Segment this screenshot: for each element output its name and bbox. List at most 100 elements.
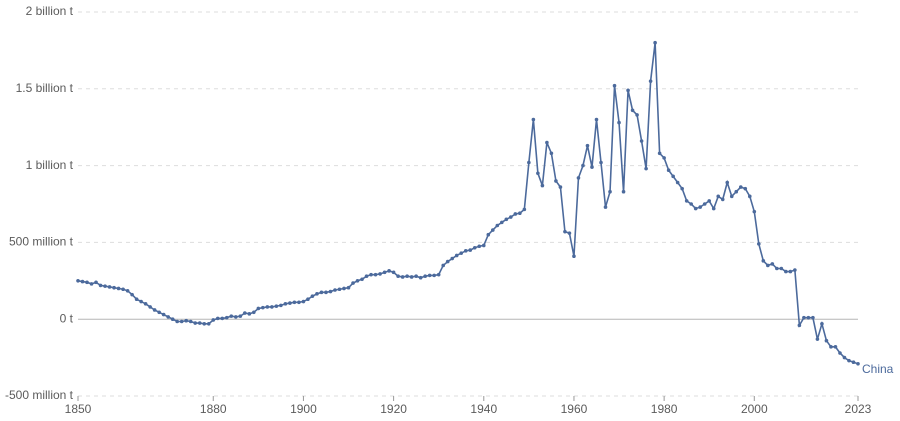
point	[540, 183, 545, 188]
point	[662, 156, 666, 160]
x-tick-label: 1920	[380, 402, 407, 416]
point	[626, 88, 630, 93]
point	[617, 120, 621, 125]
point	[139, 299, 143, 304]
point	[558, 185, 563, 189]
point	[856, 361, 860, 366]
point	[590, 165, 594, 169]
point	[729, 194, 734, 199]
point	[193, 321, 198, 325]
point	[238, 314, 243, 318]
point	[513, 212, 518, 216]
point	[328, 289, 333, 294]
point	[720, 197, 725, 202]
x-tick-label: 1850	[65, 402, 92, 416]
point	[599, 160, 603, 165]
point	[657, 151, 662, 156]
point	[847, 358, 851, 363]
point	[545, 140, 549, 145]
point	[414, 274, 418, 278]
point	[693, 206, 698, 211]
point	[684, 199, 689, 203]
point	[369, 272, 373, 277]
point	[702, 202, 707, 206]
point	[635, 113, 639, 117]
point	[283, 302, 288, 306]
point	[549, 151, 554, 156]
point	[98, 283, 103, 288]
point	[806, 315, 811, 320]
point	[563, 229, 567, 234]
point	[143, 302, 148, 306]
x-tick-label: 1900	[290, 402, 317, 416]
point	[788, 269, 793, 274]
point	[680, 186, 684, 191]
point	[319, 290, 324, 295]
x-tick-label: 2023	[845, 402, 872, 416]
x-tick-label: 1980	[651, 402, 678, 416]
y-tick-label: 2 billion t	[26, 4, 74, 18]
point	[554, 179, 558, 183]
point	[76, 279, 80, 283]
point	[459, 251, 464, 255]
point	[360, 277, 364, 282]
point	[247, 312, 252, 316]
point	[585, 143, 590, 148]
point	[297, 300, 301, 305]
point	[116, 286, 121, 291]
point	[527, 160, 531, 165]
point	[829, 345, 833, 349]
point	[648, 79, 653, 83]
point	[472, 245, 477, 250]
point	[486, 232, 491, 237]
point	[396, 274, 400, 278]
point	[202, 322, 207, 326]
x-tick-label: 1880	[200, 402, 227, 416]
point	[161, 312, 166, 317]
point	[689, 202, 693, 206]
point	[197, 321, 202, 325]
point	[495, 223, 500, 228]
point	[761, 259, 766, 263]
x-tick-label: 1940	[470, 402, 497, 416]
point	[270, 305, 274, 309]
point	[445, 259, 450, 264]
point	[261, 305, 265, 310]
point	[698, 205, 702, 209]
point	[815, 337, 820, 341]
point	[324, 290, 328, 295]
point	[409, 275, 414, 279]
point	[265, 305, 270, 309]
point	[838, 351, 842, 355]
point	[612, 83, 617, 88]
point	[743, 186, 748, 191]
point	[351, 281, 355, 285]
point	[766, 263, 770, 268]
point	[234, 315, 238, 319]
point	[824, 338, 829, 343]
point	[851, 360, 856, 365]
point	[536, 171, 540, 176]
point	[608, 189, 612, 194]
point	[436, 272, 441, 277]
point	[734, 189, 739, 194]
point	[463, 249, 468, 253]
point	[229, 314, 234, 318]
point	[121, 287, 125, 292]
point	[500, 220, 504, 225]
point	[630, 108, 635, 113]
y-tick-label: 1 billion t	[26, 158, 74, 172]
point	[432, 273, 436, 278]
point	[775, 266, 779, 271]
point	[382, 270, 387, 275]
y-tick-label: 0 t	[60, 311, 74, 325]
point	[509, 215, 513, 219]
point	[148, 305, 152, 309]
point	[166, 315, 170, 319]
point	[355, 279, 360, 283]
point	[707, 199, 712, 203]
point	[125, 288, 130, 293]
point	[752, 209, 757, 214]
point	[107, 285, 112, 289]
point	[215, 316, 220, 321]
